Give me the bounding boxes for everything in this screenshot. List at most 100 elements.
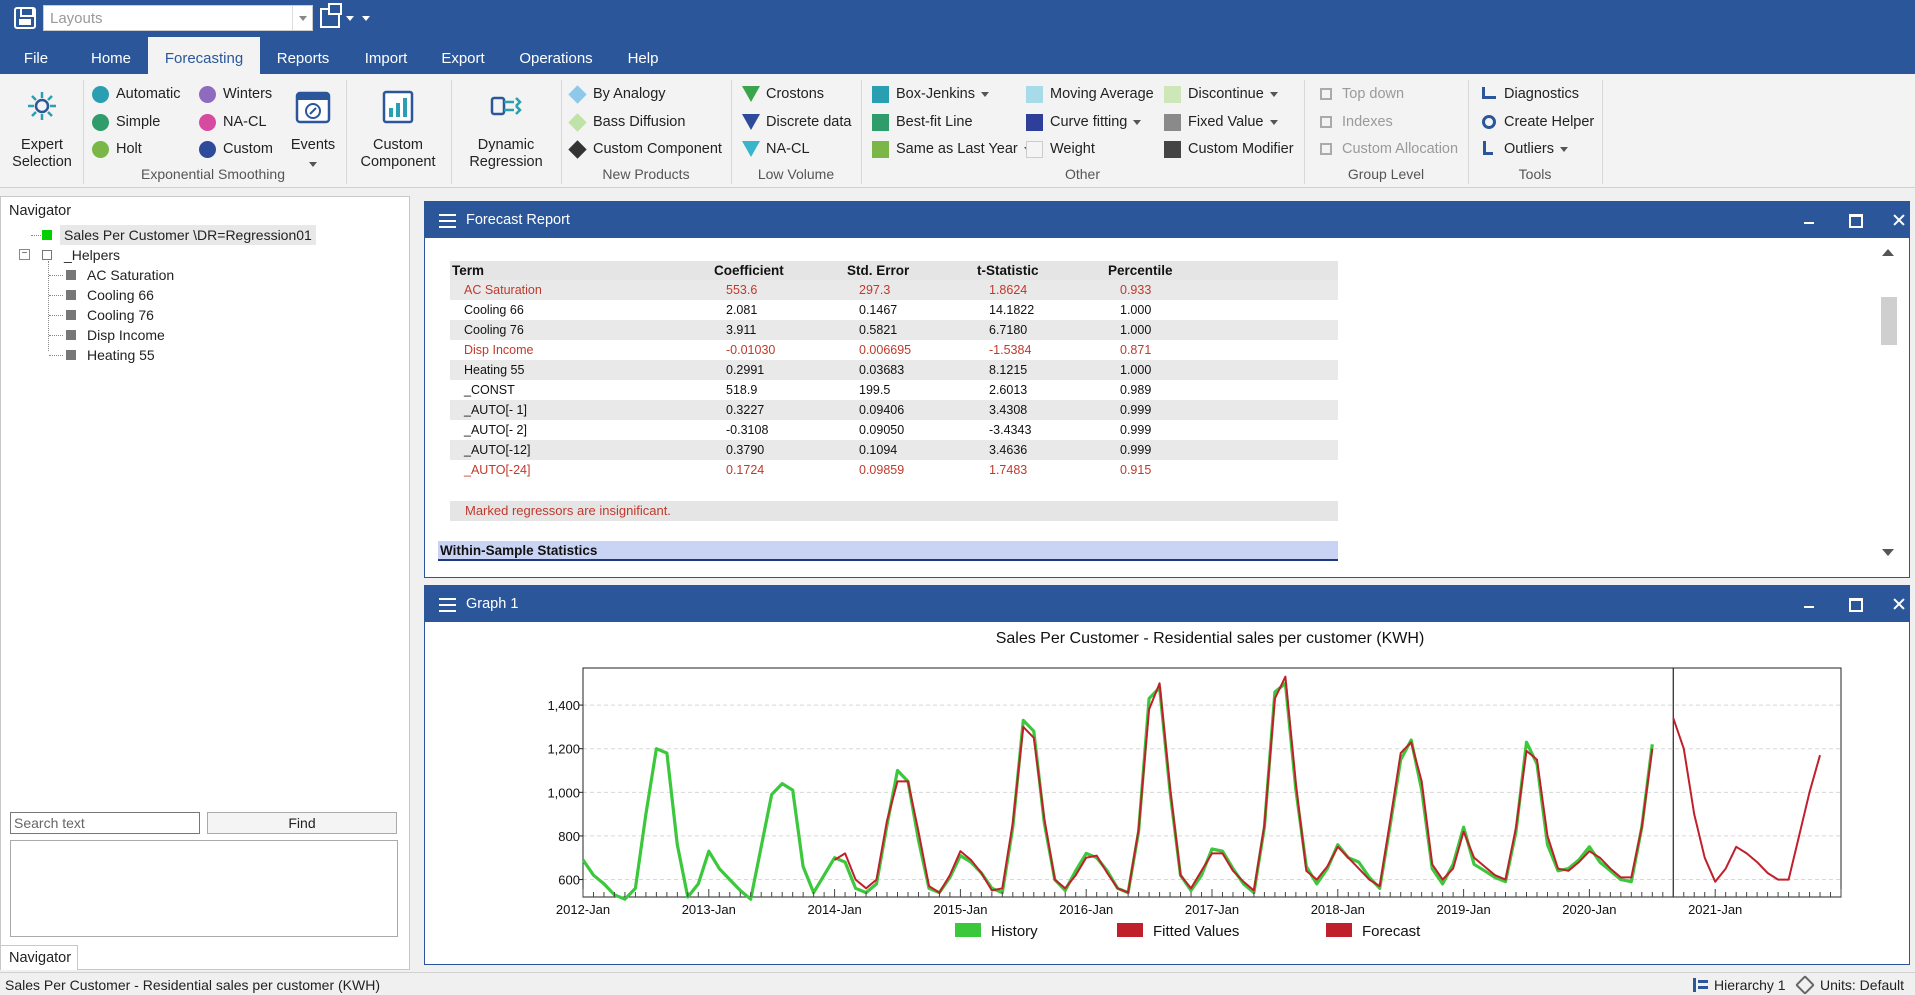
nacl-low-icon bbox=[742, 141, 760, 157]
quick-access-customize-icon[interactable] bbox=[362, 16, 370, 21]
percentile-cell: 0.989 bbox=[1106, 380, 1338, 400]
weight-button[interactable]: Weight bbox=[1026, 137, 1095, 161]
custom-component-np-button[interactable]: Custom Component bbox=[568, 137, 722, 161]
table-row[interactable]: Cooling 66 2.081 0.1467 14.1822 1.000 bbox=[450, 300, 1338, 320]
tree-root-item[interactable]: Sales Per Customer \DR=Regression01 bbox=[60, 225, 316, 245]
create-helper-icon bbox=[1482, 115, 1496, 129]
status-units[interactable]: Units: Default bbox=[1820, 977, 1905, 993]
table-row[interactable]: Heating 55 0.2991 0.03683 8.1215 1.000 bbox=[450, 360, 1338, 380]
column-header-coefficient: Coefficient bbox=[712, 261, 845, 280]
minimize-icon[interactable] bbox=[1797, 592, 1821, 616]
custom-button[interactable]: Custom bbox=[199, 137, 273, 161]
tree-item-cooling-76[interactable]: Cooling 76 bbox=[87, 307, 154, 323]
discrete-data-button[interactable]: Discrete data bbox=[742, 110, 851, 134]
std-error-cell: 199.5 bbox=[845, 380, 975, 400]
maximize-icon[interactable] bbox=[1843, 592, 1867, 616]
status-series-name: Sales Per Customer - Residential sales p… bbox=[5, 977, 381, 993]
maximize-icon[interactable] bbox=[1843, 208, 1867, 232]
winters-button[interactable]: Winters bbox=[199, 82, 272, 106]
minimize-icon[interactable] bbox=[1797, 208, 1821, 232]
chevron-down-icon[interactable] bbox=[292, 6, 312, 30]
close-icon[interactable] bbox=[1887, 592, 1911, 616]
create-helper-label: Create Helper bbox=[1504, 114, 1595, 130]
status-hierarchy[interactable]: Hierarchy 1 bbox=[1714, 977, 1786, 993]
table-row[interactable]: _AUTO[-24] 0.1724 0.09859 1.7483 0.915 bbox=[450, 460, 1338, 480]
menu-icon[interactable] bbox=[439, 598, 456, 612]
close-icon[interactable] bbox=[1887, 208, 1911, 232]
group-separator bbox=[1304, 80, 1305, 184]
tab-import[interactable]: Import bbox=[364, 50, 408, 67]
custom-modifier-button[interactable]: Custom Modifier bbox=[1164, 137, 1294, 161]
tree-item-heating-55[interactable]: Heating 55 bbox=[87, 347, 155, 363]
chevron-down-icon[interactable] bbox=[346, 16, 354, 21]
t-statistic-cell: 3.4636 bbox=[975, 440, 1106, 460]
collapse-icon[interactable]: − bbox=[19, 249, 30, 260]
dynamic-regression-button[interactable]: Dynamic Regression bbox=[458, 86, 554, 171]
tab-reports[interactable]: Reports bbox=[276, 50, 330, 67]
outliers-button[interactable]: Outliers bbox=[1480, 137, 1568, 161]
simple-button[interactable]: Simple bbox=[92, 110, 160, 134]
custom-component-button[interactable]: Custom Component bbox=[352, 86, 444, 171]
automatic-label: Automatic bbox=[116, 86, 181, 102]
report-scrollbar[interactable] bbox=[1873, 241, 1901, 568]
series-line-forecast bbox=[1672, 717, 1821, 883]
crostons-button[interactable]: Crostons bbox=[742, 82, 824, 106]
tab-forecasting[interactable]: Forecasting bbox=[148, 37, 260, 74]
menu-icon[interactable] bbox=[439, 214, 456, 228]
same-as-last-year-button[interactable]: Same as Last Year bbox=[872, 137, 1032, 161]
custom-allocation-button[interactable]: Custom Allocation bbox=[1318, 137, 1458, 161]
table-row[interactable]: _AUTO[-12] 0.3790 0.1094 3.4636 0.999 bbox=[450, 440, 1338, 460]
discontinue-icon bbox=[1164, 86, 1181, 103]
t-statistic-cell: 3.4308 bbox=[975, 400, 1106, 420]
table-row[interactable]: _AUTO[- 1] 0.3227 0.09406 3.4308 0.999 bbox=[450, 400, 1338, 420]
search-input[interactable] bbox=[10, 812, 200, 834]
tab-help[interactable]: Help bbox=[627, 50, 659, 67]
holt-button[interactable]: Holt bbox=[92, 137, 142, 161]
tab-export[interactable]: Export bbox=[441, 50, 485, 67]
table-row[interactable]: Disp Income -0.01030 0.006695 -1.5384 0.871 bbox=[450, 340, 1338, 360]
expert-selection-button[interactable]: Expert Selection bbox=[6, 86, 78, 171]
events-button[interactable]: Events bbox=[287, 86, 339, 173]
by-analogy-button[interactable]: By Analogy bbox=[568, 82, 666, 106]
top-down-button[interactable]: Top down bbox=[1318, 82, 1404, 106]
create-helper-button[interactable]: Create Helper bbox=[1480, 110, 1594, 134]
coefficient-cell: -0.3108 bbox=[712, 420, 845, 440]
tab-operations[interactable]: Operations bbox=[519, 50, 593, 67]
navigator-tab[interactable]: Navigator bbox=[0, 945, 78, 970]
scroll-down-icon[interactable] bbox=[1882, 549, 1894, 556]
moving-average-button[interactable]: Moving Average bbox=[1026, 82, 1154, 106]
std-error-cell: 0.1094 bbox=[845, 440, 975, 460]
table-row[interactable]: _AUTO[- 2] -0.3108 0.09050 -3.4343 0.999 bbox=[450, 420, 1338, 440]
tab-file[interactable]: File bbox=[23, 50, 49, 67]
box-jenkins-button[interactable]: Box-Jenkins bbox=[872, 82, 989, 106]
table-row[interactable]: AC Saturation 553.6 297.3 1.8624 0.933 bbox=[450, 280, 1338, 300]
scroll-thumb[interactable] bbox=[1881, 297, 1897, 345]
save-icon[interactable] bbox=[14, 7, 36, 29]
find-button[interactable]: Find bbox=[207, 812, 397, 834]
bass-diffusion-button[interactable]: Bass Diffusion bbox=[568, 110, 685, 134]
best-fit-line-button[interactable]: Best-fit Line bbox=[872, 110, 973, 134]
curve-fitting-button[interactable]: Curve fitting bbox=[1026, 110, 1142, 134]
search-results-box[interactable] bbox=[10, 840, 398, 937]
tree-helpers-group[interactable]: _Helpers bbox=[64, 247, 121, 263]
table-row[interactable]: Cooling 76 3.911 0.5821 6.7180 1.000 bbox=[450, 320, 1338, 340]
tree-item-cooling-66[interactable]: Cooling 66 bbox=[87, 287, 154, 303]
legend-swatch bbox=[1326, 923, 1352, 937]
table-row[interactable]: _CONST 518.9 199.5 2.6013 0.989 bbox=[450, 380, 1338, 400]
term-cell: _AUTO[-12] bbox=[450, 440, 712, 460]
nacl-low-button[interactable]: NA-CL bbox=[742, 137, 810, 161]
tab-home[interactable]: Home bbox=[90, 50, 131, 67]
scroll-up-icon[interactable] bbox=[1882, 249, 1894, 256]
indexes-button[interactable]: Indexes bbox=[1318, 110, 1393, 134]
fixed-value-button[interactable]: Fixed Value bbox=[1164, 110, 1278, 134]
tree-item-disp-income[interactable]: Disp Income bbox=[87, 327, 165, 343]
automatic-button[interactable]: Automatic bbox=[92, 82, 180, 106]
discontinue-button[interactable]: Discontinue bbox=[1164, 82, 1278, 106]
within-sample-statistics-header[interactable]: Within-Sample Statistics bbox=[438, 541, 1338, 561]
layouts-combo[interactable]: Layouts bbox=[43, 5, 313, 31]
sales-chart[interactable]: Sales Per Customer - Residential sales p… bbox=[425, 622, 1909, 964]
nacl-button[interactable]: NA-CL bbox=[199, 110, 267, 134]
tree-item-ac-saturation[interactable]: AC Saturation bbox=[87, 267, 175, 283]
window-layout-icon[interactable] bbox=[320, 3, 342, 28]
diagnostics-button[interactable]: Diagnostics bbox=[1480, 82, 1579, 106]
